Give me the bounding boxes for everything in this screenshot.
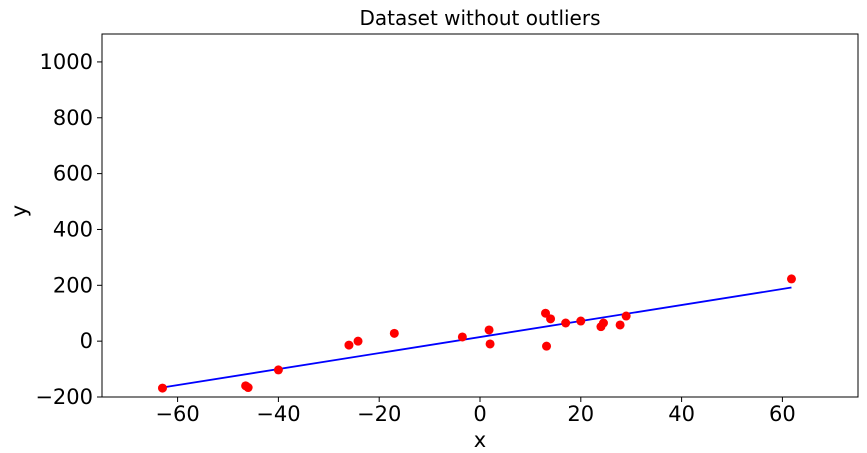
- data-point: [273, 365, 283, 375]
- data-point: [598, 318, 608, 328]
- y-axis-label: y: [7, 205, 31, 217]
- chart-title: Dataset without outliers: [359, 6, 600, 30]
- data-point: [389, 328, 399, 338]
- y-tick-label: 1000: [40, 50, 93, 74]
- plot-frame: [101, 33, 859, 398]
- data-point: [344, 340, 354, 350]
- y-axis: −200 0 200 400 600 800 1000: [35, 50, 102, 409]
- data-point: [546, 314, 556, 324]
- x-tick-label: −60: [155, 402, 199, 426]
- data-point: [561, 318, 571, 328]
- y-tick-label: 800: [53, 106, 93, 130]
- x-tick-label: 0: [473, 402, 486, 426]
- data-point: [621, 311, 631, 321]
- data-point: [157, 383, 167, 393]
- x-tick-label: 60: [769, 402, 796, 426]
- x-tick-label: −20: [357, 402, 401, 426]
- regression-line: [162, 286, 792, 389]
- y-tick-label: 600: [53, 162, 93, 186]
- x-tick-label: 40: [668, 402, 695, 426]
- data-point: [786, 274, 796, 284]
- plot-area: [157, 274, 796, 393]
- data-point: [542, 341, 552, 351]
- data-point: [484, 325, 494, 335]
- y-tick-label: 400: [53, 217, 93, 241]
- data-point: [243, 383, 253, 393]
- x-axis-label: x: [474, 428, 486, 452]
- y-tick-label: 0: [80, 329, 93, 353]
- y-tick-label: −200: [35, 385, 93, 409]
- x-tick-label: 20: [567, 402, 594, 426]
- data-point: [615, 320, 625, 330]
- data-point: [485, 339, 495, 349]
- x-tick-label: −40: [256, 402, 300, 426]
- data-point: [576, 316, 586, 326]
- data-point: [457, 332, 467, 342]
- data-point: [353, 336, 363, 346]
- x-axis: −60 −40 −20 0 20 40 60: [155, 397, 796, 426]
- y-tick-label: 200: [53, 273, 93, 297]
